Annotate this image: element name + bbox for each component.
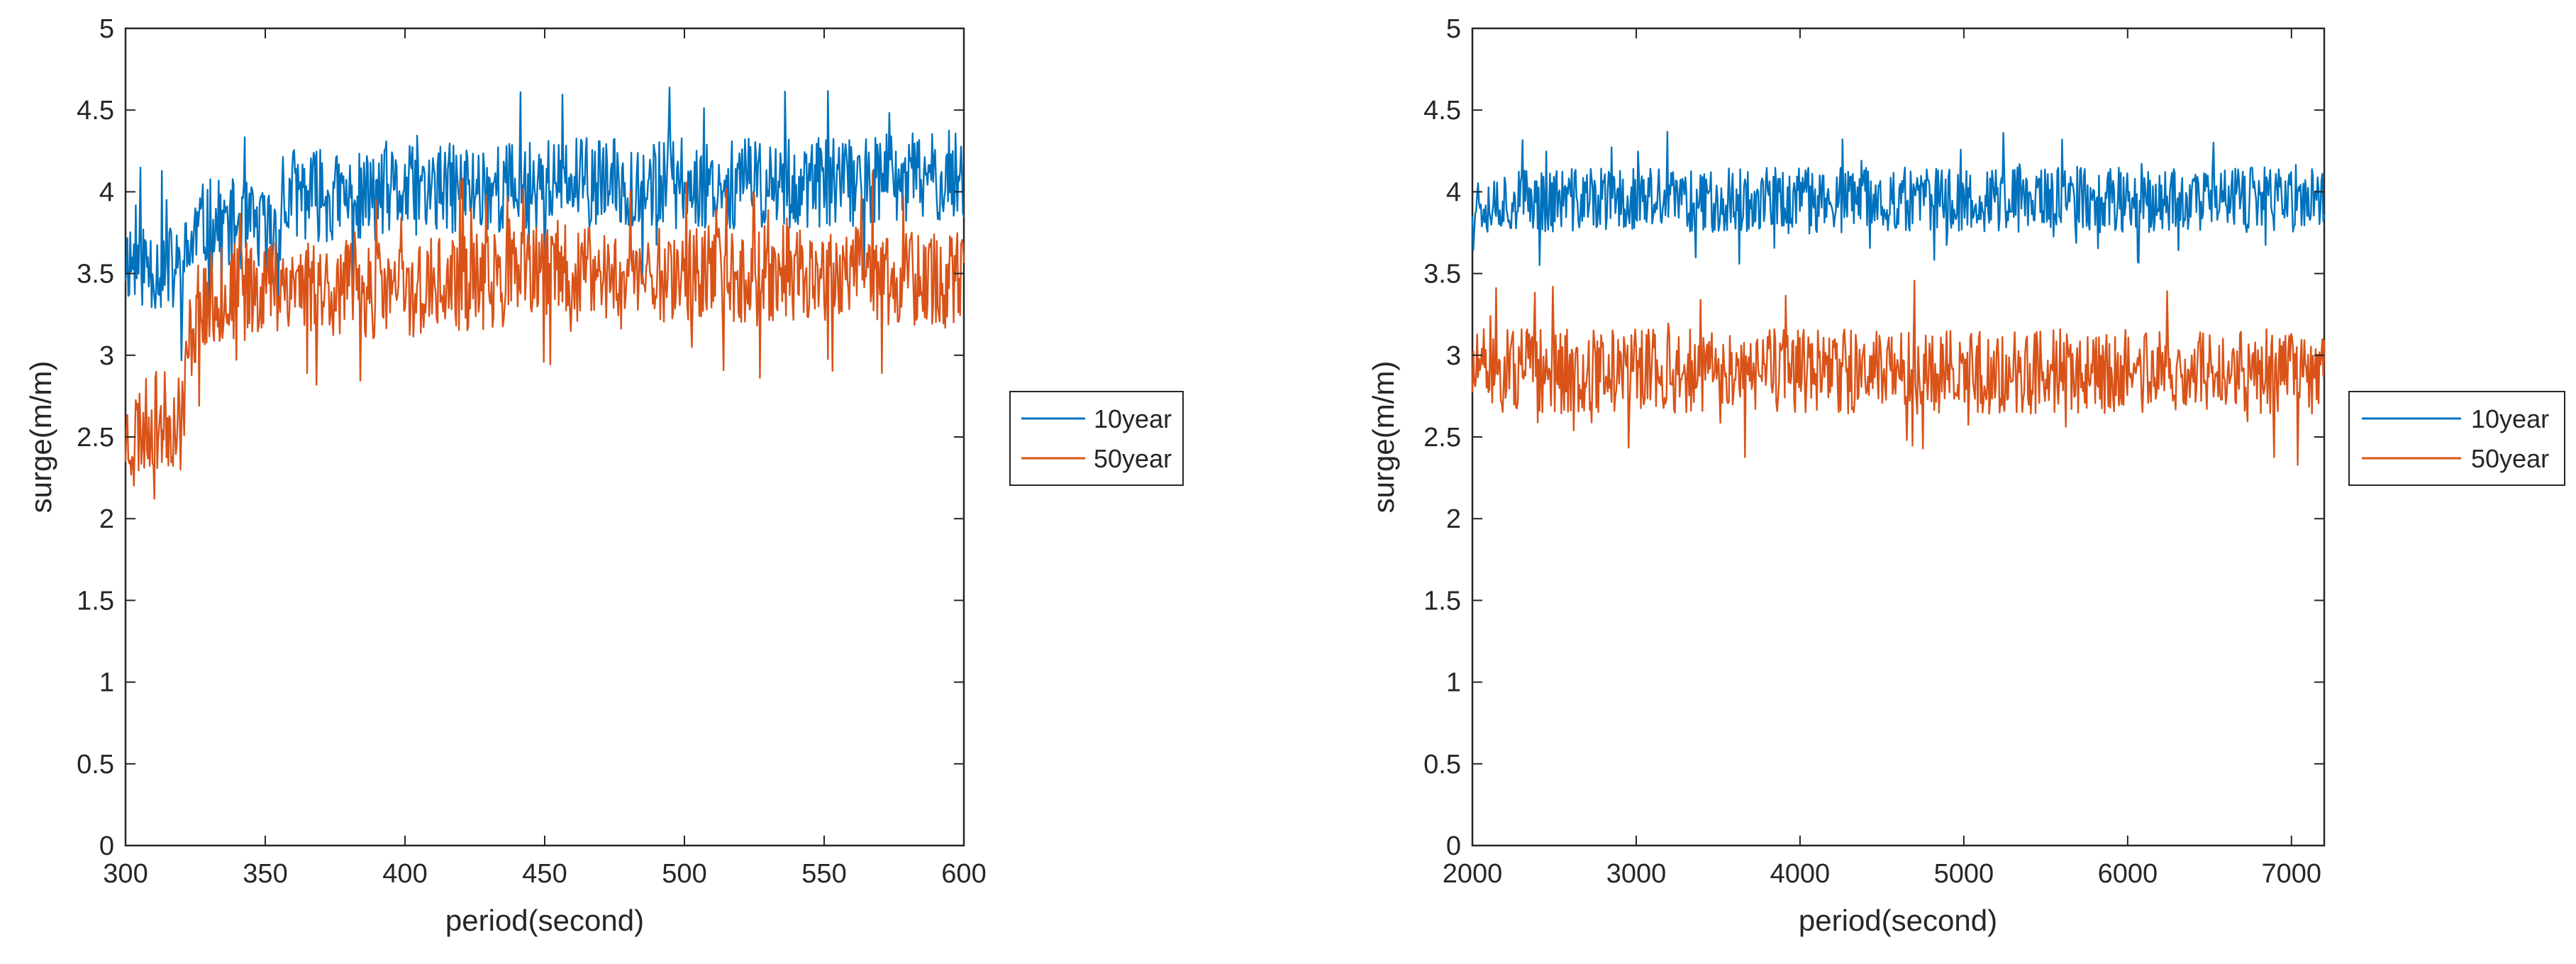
x-tick-label: 400	[382, 859, 427, 889]
series-line-50year	[1471, 279, 2326, 466]
y-tick-label: 3.5	[77, 260, 114, 289]
chart-right-ylabel: surge(m/m)	[1367, 361, 1400, 514]
legend-label-10year: 10year	[1094, 404, 1172, 433]
y-tick-label: 4	[99, 177, 114, 207]
x-tick-label: 600	[941, 859, 986, 889]
chart-right-ticks: 2000 3000 4000 5000 6000 7000 0 0.5 1 1.5 2 2.5 3 3.5…	[1423, 14, 2324, 889]
y-tick-label: 5	[1446, 14, 1461, 44]
legend-label-50year: 50year	[2471, 444, 2549, 473]
series-line-50year	[124, 170, 965, 500]
chart-right-xlabel: period(second)	[1799, 904, 1997, 937]
x-tick-label: 500	[662, 859, 706, 889]
y-tick-label: 3	[99, 341, 114, 371]
y-tick-label: 0.5	[77, 750, 114, 780]
y-tick-label: 3.5	[1423, 260, 1461, 289]
legend-label-10year: 10year	[2471, 404, 2549, 433]
y-tick-label: 1	[99, 668, 114, 698]
x-tick-label: 7000	[2262, 859, 2322, 889]
y-tick-label: 3	[1446, 341, 1461, 371]
y-tick-label: 2.5	[77, 423, 114, 453]
y-tick-label: 2.5	[1423, 423, 1461, 453]
chart-right-legend-box	[2348, 391, 2565, 486]
y-tick-label: 4.5	[1423, 96, 1461, 126]
y-tick-label: 2	[99, 504, 114, 534]
x-tick-label: 550	[801, 859, 846, 889]
x-tick-label: 300	[103, 859, 148, 889]
chart-left-plot-area	[124, 27, 965, 847]
y-tick-label: 0	[99, 831, 114, 861]
x-tick-label: 6000	[2098, 859, 2158, 889]
y-tick-label: 4.5	[77, 96, 114, 126]
series-line-10year	[1471, 131, 2326, 267]
y-tick-label: 4	[1446, 177, 1461, 207]
chart-left-legend-box	[1009, 391, 1184, 486]
x-tick-label: 5000	[1934, 859, 1994, 889]
y-tick-label: 0	[1446, 831, 1461, 861]
y-tick-label: 5	[99, 14, 114, 44]
chart-right-plot-area	[1471, 27, 2326, 847]
y-tick-label: 0.5	[1423, 750, 1461, 780]
y-tick-label: 1.5	[77, 586, 114, 616]
chart-left-series-lines	[124, 87, 965, 500]
x-tick-label: 450	[522, 859, 567, 889]
x-tick-label: 350	[243, 859, 287, 889]
y-tick-label: 1.5	[1423, 586, 1461, 616]
chart-left-ylabel: surge(m/m)	[24, 361, 57, 514]
x-tick-label: 4000	[1770, 859, 1831, 889]
legend-label-50year: 50year	[1094, 444, 1172, 473]
chart-left-ticks: 300 350 400 450 500 550 600 0 0.5 1 1.5 2 2.5 3 3.5 4 4.…	[77, 14, 987, 889]
chart-left: 300 350 400 450 500 550 600 0 0.5 1 1.5 2 2.5 3 3.5 4 4.…	[24, 14, 1184, 937]
x-tick-label: 3000	[1606, 859, 1667, 889]
chart-right-series-lines	[1471, 131, 2326, 466]
y-tick-label: 1	[1446, 668, 1461, 698]
y-tick-label: 2	[1446, 504, 1461, 534]
x-tick-label: 2000	[1443, 859, 1503, 889]
chart-left-xlabel: period(second)	[445, 904, 644, 937]
chart-right-legend: 10year 50year	[2348, 391, 2565, 486]
chart-right: 2000 3000 4000 5000 6000 7000 0 0.5 1 1.5 2 2.5 3 3.5…	[1367, 14, 2565, 937]
chart-left-legend: 10year 50year	[1009, 391, 1184, 486]
